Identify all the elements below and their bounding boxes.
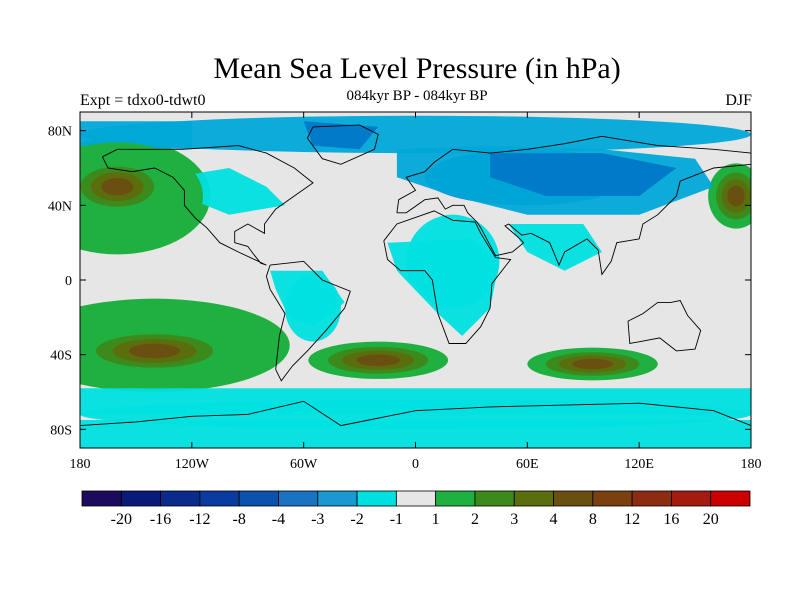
colorbar-label: -12 xyxy=(189,511,210,528)
colorbar-label: -20 xyxy=(111,511,132,528)
high-core-indian-ocean-high-lv4 xyxy=(572,358,613,370)
colorbar-label: 2 xyxy=(471,511,479,528)
colorbar-label: 16 xyxy=(663,511,679,528)
colorbar-label: -1 xyxy=(390,511,403,528)
x-tick-label: 180 xyxy=(70,457,91,472)
pressure-field xyxy=(80,112,751,448)
low-africa-body xyxy=(387,238,500,336)
colorbar-label: 12 xyxy=(624,511,640,528)
high-core-west-pacific-high-lv4 xyxy=(727,185,745,207)
colorbar-label: -2 xyxy=(350,511,363,528)
y-tick-label: 40N xyxy=(48,199,72,214)
x-tick-label: 60E xyxy=(516,457,539,472)
colorbar-swatch xyxy=(199,490,240,507)
colorbar: -20 -16 -12 -8 -4 -3 -2 -1 1 2 3 4 8 12 16 20 xyxy=(81,490,751,528)
chart-subtitle: 084kyr BP - 084kyr BP xyxy=(346,88,488,104)
chart-title: Mean Sea Level Pressure (in hPa) xyxy=(213,52,621,85)
colorbar-swatch xyxy=(395,490,437,507)
colorbar-swatch xyxy=(356,490,397,507)
colorbar-swatch xyxy=(631,490,672,507)
x-tick-label: 60W xyxy=(290,457,318,472)
colorbar-swatch xyxy=(160,490,201,507)
low-southern-ocean-band xyxy=(80,388,751,415)
colorbar-label: 3 xyxy=(510,511,518,528)
colorbar-swatch xyxy=(120,490,161,507)
colorbar-label: 1 xyxy=(432,511,440,528)
colorbar-label: 20 xyxy=(703,511,719,528)
colorbar-label: 4 xyxy=(550,511,558,528)
low-arctic-low xyxy=(80,115,751,154)
colorbar-label: 8 xyxy=(589,511,597,528)
x-tick-label: 180 xyxy=(741,457,762,472)
colorbar-swatch xyxy=(553,490,594,507)
coast-greenland xyxy=(306,124,379,165)
low-south-america-body xyxy=(270,270,345,327)
colorbar-label: -16 xyxy=(150,511,171,528)
colorbar-swatch xyxy=(592,490,633,507)
experiment-label: Expt = tdxo0-tdwt0 xyxy=(80,92,206,109)
low-antarctic-band xyxy=(80,420,751,448)
high-core-south-pacific-high-lv4 xyxy=(129,343,181,359)
season-label: DJF xyxy=(725,92,752,109)
y-tick-label: 80S xyxy=(50,423,72,438)
x-tick-label: 120E xyxy=(624,457,654,472)
colorbar-swatch xyxy=(278,490,319,507)
coast-south-america xyxy=(265,260,351,382)
colorbar-swatch xyxy=(81,490,122,507)
colorbar-label: -8 xyxy=(233,511,246,528)
high-core-south-atlantic-high-lv4 xyxy=(356,354,401,367)
x-tick-label: 0 xyxy=(412,457,419,472)
coast-north-america xyxy=(101,145,314,266)
coast-africa xyxy=(383,210,512,344)
coast-australia xyxy=(627,299,702,352)
colorbar-label: -4 xyxy=(272,511,285,528)
colorbar-swatch xyxy=(710,490,751,507)
low-north-pacific-arctic xyxy=(80,121,192,150)
axis-ticks: 180 120W 60W 0 60E 120E 180 80N 40N 0 40S 80S xyxy=(48,112,762,472)
high-core-north-pacific-high-lv4 xyxy=(101,177,134,196)
x-tick-label: 120W xyxy=(175,457,210,472)
y-tick-label: 0 xyxy=(65,274,72,289)
low-south-asia-low xyxy=(508,224,602,271)
coast-eurasia xyxy=(396,135,751,276)
coast-antarctica-edge xyxy=(80,400,751,427)
colorbar-swatch xyxy=(513,490,554,507)
colorbar-label: -3 xyxy=(311,511,324,528)
colorbar-swatch xyxy=(671,490,712,507)
coastlines xyxy=(80,124,751,427)
low-siberia-core xyxy=(490,153,677,196)
colorbar-swatch xyxy=(317,490,358,507)
y-tick-label: 40S xyxy=(50,349,72,364)
colorbar-swatch xyxy=(238,490,279,507)
y-tick-label: 80N xyxy=(48,125,72,140)
colorbar-swatch xyxy=(474,490,515,507)
low-greenland-low xyxy=(303,121,379,150)
colorbar-swatch xyxy=(435,490,476,507)
